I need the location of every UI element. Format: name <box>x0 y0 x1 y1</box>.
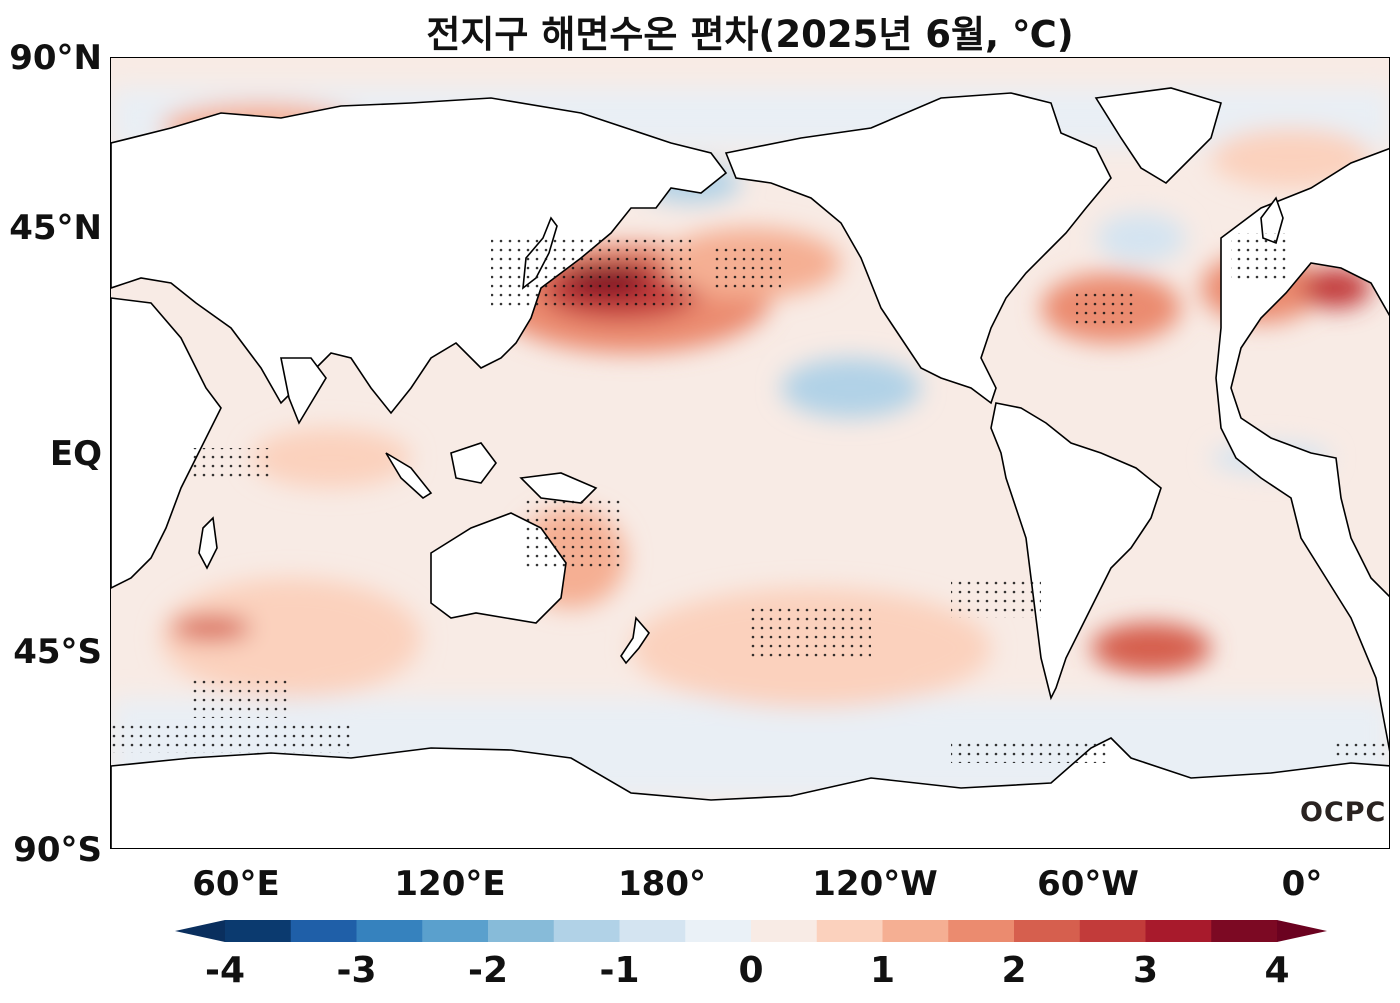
eurasia-landmass <box>111 97 728 415</box>
colorbar-under-arrow <box>175 920 225 942</box>
colorbar-tick-label: 0 <box>738 950 764 991</box>
map-title: 전지구 해면수온 편차(2025년 6월, ℃) <box>426 13 1074 56</box>
lat-label-90s: 90°S <box>13 830 102 870</box>
colorbar-over-arrow <box>1277 920 1327 942</box>
colorbar-tick-label: -1 <box>599 950 640 991</box>
colorbar-segment <box>816 920 883 942</box>
lon-label-180: 180° <box>618 864 706 904</box>
colorbar-segment <box>619 920 686 942</box>
colorbar-segment <box>1079 920 1146 942</box>
lon-label-120e: 120°E <box>394 864 506 904</box>
colorbar-segment <box>1145 920 1212 942</box>
lon-label-60e: 60°E <box>192 864 280 904</box>
colorbar <box>175 920 1327 942</box>
colorbar-tick-label: 2 <box>1001 950 1027 991</box>
south-america-landmass <box>990 402 1162 701</box>
colorbar-segment <box>1014 920 1081 942</box>
colorbar-segment <box>882 920 949 942</box>
new-guinea-island <box>519 472 598 504</box>
ocpc-logo: OCPC <box>1300 797 1387 828</box>
colorbar-segment <box>290 920 357 942</box>
significance-stippling <box>111 233 1389 763</box>
colorbar-segment <box>948 920 1015 942</box>
antarctica-landmass <box>111 737 1389 848</box>
borneo-island <box>450 442 497 484</box>
colorbar-segment <box>1211 920 1278 942</box>
colorbar-segment <box>553 920 620 942</box>
lon-label-60w: 60°W <box>1037 864 1139 904</box>
lon-label-0: 0° <box>1281 864 1323 904</box>
colorbar-segment <box>751 920 818 942</box>
colorbar-segment <box>356 920 423 942</box>
new-zealand-islands <box>620 616 651 665</box>
map-canvas <box>111 58 1389 848</box>
colorbar-tick-label: 1 <box>869 950 896 991</box>
colorbar-segment <box>685 920 752 942</box>
colorbar-tick-label: -3 <box>336 950 377 991</box>
madagascar-island <box>198 516 218 570</box>
lat-label-45n: 45°N <box>9 208 102 248</box>
colorbar-segment <box>225 920 292 942</box>
colorbar-tick-label: 4 <box>1264 950 1290 991</box>
india-landmass <box>280 357 327 425</box>
lon-label-120w: 120°W <box>812 864 938 904</box>
colorbar-segment <box>422 920 489 942</box>
lat-label-eq: EQ <box>49 434 102 474</box>
sumatra-island <box>385 452 433 499</box>
sst-anomaly-map <box>110 57 1390 849</box>
lat-label-90n: 90°N <box>9 38 102 78</box>
colorbar-tick-label: -2 <box>468 950 508 991</box>
colorbar-tick-label: -4 <box>205 950 245 991</box>
greenland-landmass <box>1094 87 1222 185</box>
lat-label-45s: 45°S <box>13 632 102 672</box>
colorbar-segment <box>488 920 555 942</box>
europe-africa-east-landmass <box>1215 147 1389 752</box>
north-america-landmass <box>724 92 1112 405</box>
colorbar-tick-label: 3 <box>1132 950 1159 991</box>
